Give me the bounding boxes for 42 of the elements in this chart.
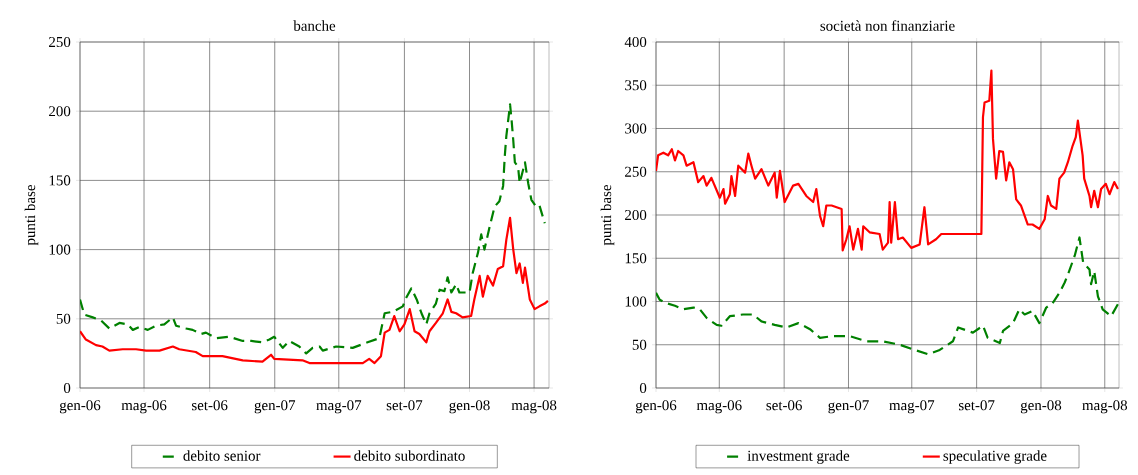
y-tick-label: 50 (632, 339, 647, 350)
legend-label: debito senior (183, 450, 261, 461)
y-tick-label: 250 (49, 36, 71, 48)
line-series (656, 69, 1120, 252)
x-tick-label: mag-07 (316, 400, 362, 414)
x-tick-label: mag-07 (889, 400, 935, 414)
y-tick-label: 350 (625, 80, 647, 91)
x-tick-label: set-06 (192, 400, 228, 411)
y-tick-label: 200 (625, 209, 647, 221)
legend-label: debito subordinato (354, 450, 465, 461)
y-tick-label: 150 (49, 175, 71, 186)
line-series (656, 236, 1120, 356)
y-tick-label: 150 (625, 253, 647, 264)
x-tick-label: gen-07 (828, 400, 869, 414)
y-tick-label: 0 (63, 382, 71, 394)
x-tick-label: set-07 (386, 400, 423, 411)
x-tick-label: mag-08 (1082, 400, 1128, 414)
line-series (80, 103, 546, 355)
x-tick-label: gen-08 (1020, 400, 1062, 414)
y-axis-title: punti base (24, 185, 39, 246)
y-tick-label: 50 (56, 313, 71, 324)
chart-title: società non finanziarie (820, 20, 955, 31)
x-tick-label: gen-06 (59, 400, 101, 414)
y-tick-label: 0 (639, 382, 647, 394)
y-tick-label: 250 (625, 166, 647, 177)
y-tick-label: 100 (49, 244, 71, 255)
x-tick-label: mag-08 (511, 400, 557, 414)
x-tick-label: gen-07 (254, 400, 296, 414)
x-tick-label: set-06 (766, 400, 802, 411)
y-tick-label: 400 (624, 36, 647, 48)
x-tick-label: mag-06 (121, 400, 167, 414)
chart-title: banche (293, 20, 336, 31)
y-tick-label: 100 (625, 296, 647, 307)
x-tick-label: set-07 (958, 400, 995, 411)
y-axis-title: punti base (600, 185, 615, 246)
y-tick-label: 200 (49, 106, 71, 117)
y-tick-label: 300 (625, 123, 647, 134)
x-tick-label: mag-06 (696, 400, 742, 414)
x-tick-label: gen-08 (449, 400, 490, 414)
x-tick-label: gen-06 (635, 400, 677, 414)
legend-label: investment grade (747, 450, 850, 464)
legend-label: speculative grade (943, 450, 1047, 464)
